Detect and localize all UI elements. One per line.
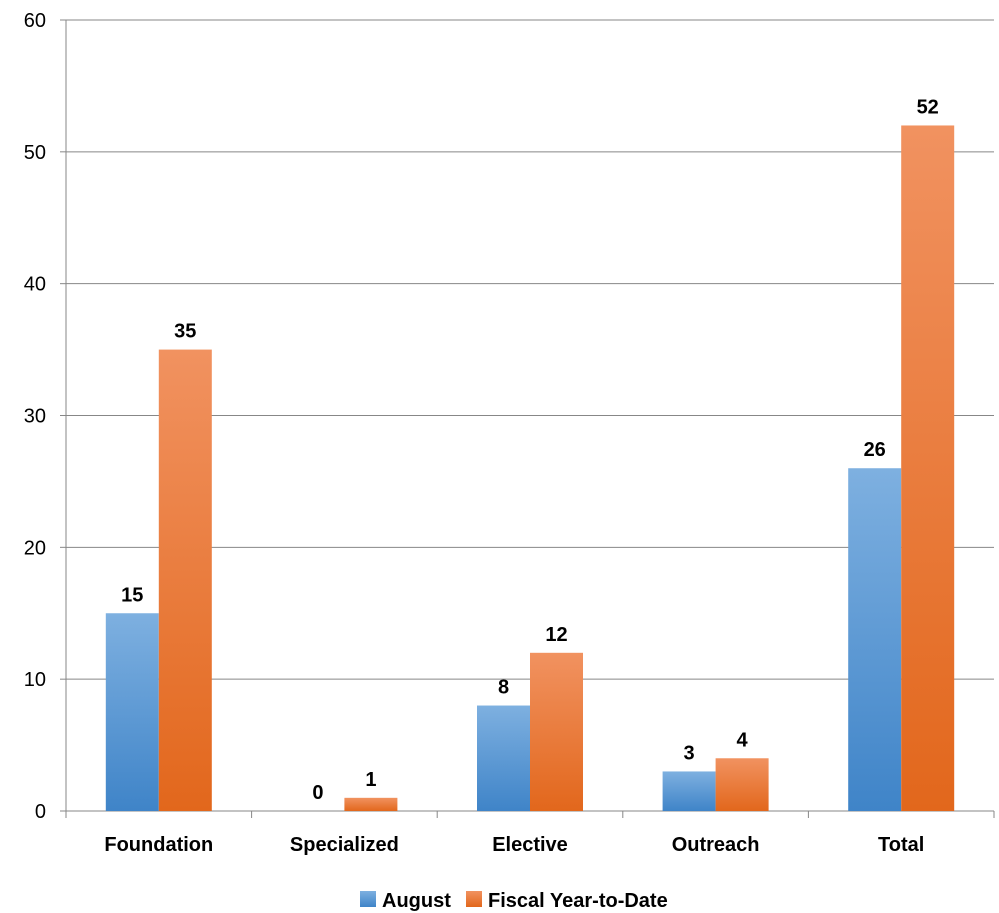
- legend-swatch: [466, 891, 482, 907]
- bar-august: [662, 771, 716, 811]
- bar-august: [105, 613, 159, 811]
- data-label: 26: [864, 439, 886, 461]
- data-label: 12: [545, 624, 567, 646]
- data-labels: 15 35 0 1 8 12 3 4 26 52: [121, 96, 939, 804]
- y-tick-label: 10: [24, 669, 46, 691]
- data-label: 35: [174, 321, 196, 343]
- bar-august: [848, 468, 902, 811]
- bar-fiscal-year-to-date: [158, 349, 212, 811]
- bar-fiscal-year-to-date: [530, 652, 583, 811]
- y-tick-label: 50: [24, 142, 46, 164]
- gridlines: [66, 19, 994, 680]
- y-tick-label: 0: [35, 801, 46, 823]
- x-category-label: Specialized: [290, 834, 399, 856]
- y-tick-label: 60: [24, 10, 46, 32]
- x-category-label: Elective: [492, 834, 568, 856]
- legend: August Fiscal Year-to-Date: [360, 890, 668, 912]
- bar-fiscal-year-to-date: [715, 758, 769, 811]
- x-category-label: Total: [878, 834, 924, 856]
- data-label: 0: [312, 782, 323, 804]
- x-category-label: Foundation: [104, 834, 213, 856]
- legend-swatch: [360, 891, 376, 907]
- data-label: 15: [121, 584, 143, 606]
- data-label: 1: [365, 769, 376, 791]
- bar-fiscal-year-to-date: [344, 797, 398, 811]
- bar-august: [477, 705, 530, 811]
- data-label: 8: [498, 677, 509, 699]
- data-label: 3: [684, 742, 695, 764]
- data-label: 52: [917, 96, 939, 118]
- legend-label: Fiscal Year-to-Date: [488, 890, 668, 912]
- bars: [105, 125, 955, 811]
- y-tick-label: 30: [24, 406, 46, 428]
- y-tick-label: 20: [24, 537, 46, 559]
- bar-fiscal-year-to-date: [901, 125, 955, 811]
- legend-label: August: [382, 890, 451, 912]
- y-tick-label: 40: [24, 274, 46, 296]
- data-label: 4: [737, 729, 749, 751]
- x-category-label: Outreach: [672, 834, 760, 856]
